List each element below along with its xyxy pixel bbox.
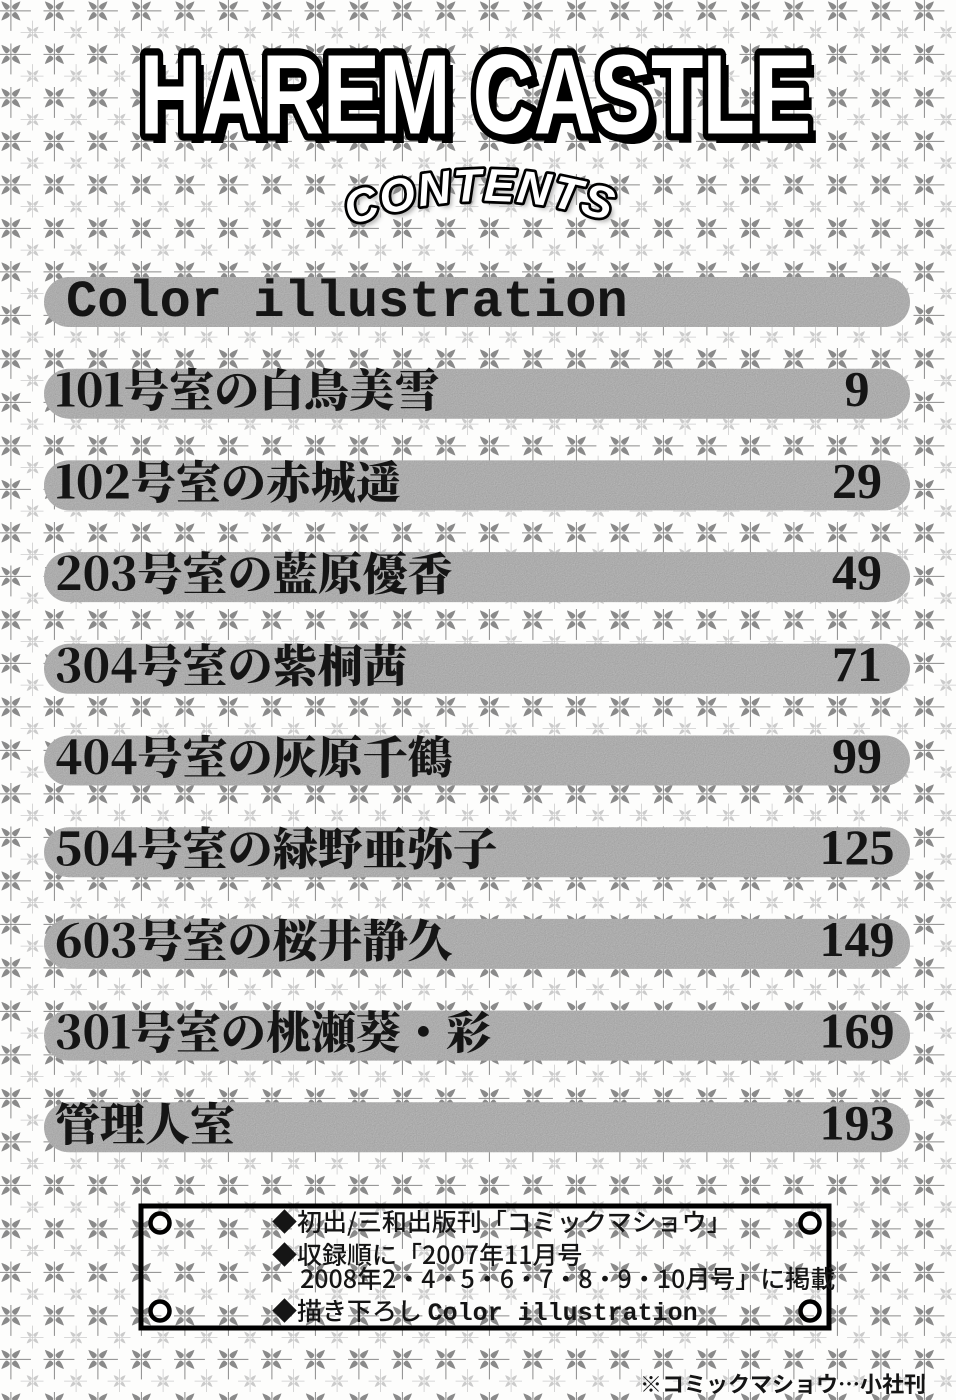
svg-text:125: 125: [820, 819, 895, 875]
svg-text:193: 193: [820, 1094, 895, 1150]
svg-text:304号室の紫桐茜: 304号室の紫桐茜: [55, 630, 408, 695]
svg-text:404号室の灰原千鶴: 404号室の灰原千鶴: [55, 722, 453, 787]
svg-text:101号室の白鳥美雪: 101号室の白鳥美雪: [55, 355, 439, 420]
svg-text:99: 99: [832, 728, 882, 784]
svg-text:102号室の赤城遥: 102号室の赤城遥: [55, 446, 401, 511]
svg-text:49: 49: [832, 544, 882, 600]
svg-text:203号室の藍原優香: 203号室の藍原優香: [55, 538, 453, 603]
svg-text:603号室の桜井静久: 603号室の桜井静久: [55, 905, 453, 970]
svg-text:71: 71: [832, 636, 882, 692]
svg-text:管理人室: 管理人室: [55, 1088, 235, 1153]
svg-text:2008年2・4・5・6・7・8・9・10月号」に掲載: 2008年2・4・5・6・7・8・9・10月号」に掲載: [300, 1260, 835, 1296]
svg-text:29: 29: [832, 452, 882, 508]
svg-text:HAREM CASTLE: HAREM CASTLE: [140, 32, 811, 158]
svg-text:169: 169: [820, 1003, 895, 1059]
svg-text:149: 149: [820, 911, 895, 967]
svg-text:Color illustration: Color illustration: [66, 273, 628, 332]
svg-text:※コミックマショウ…小社刊: ※コミックマショウ…小社刊: [640, 1367, 926, 1399]
svg-text:9: 9: [845, 361, 870, 417]
svg-text:301号室の桃瀬葵・彩: 301号室の桃瀬葵・彩: [55, 997, 491, 1062]
svg-text:504号室の緑野亜弥子: 504号室の緑野亜弥子: [55, 813, 498, 878]
svg-text:◆初出/三和出版刊「コミックマショウ」: ◆初出/三和出版刊「コミックマショウ」: [272, 1203, 732, 1239]
